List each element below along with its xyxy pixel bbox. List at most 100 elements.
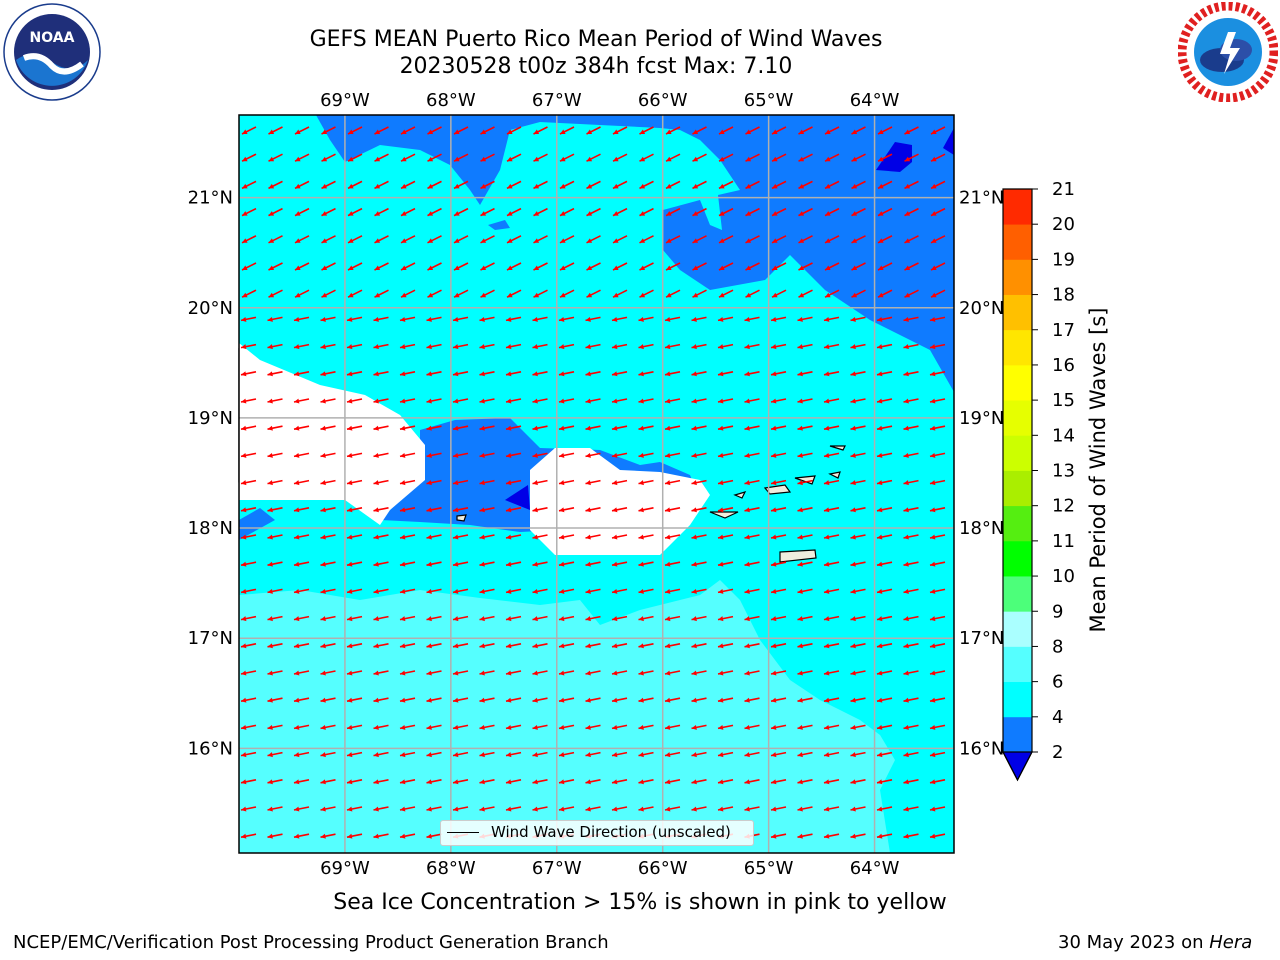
wave-direction-arrowhead <box>798 292 805 298</box>
wave-direction-arrowhead <box>506 779 512 785</box>
wave-direction-arrowhead <box>665 643 671 649</box>
colorbar-tick-label: 17 <box>1052 320 1075 341</box>
wave-direction-arrowhead <box>665 452 671 458</box>
wave-direction-arrowhead <box>692 156 699 162</box>
wave-direction-arrowhead <box>479 507 485 513</box>
wave-direction-arrowhead <box>771 507 777 513</box>
wave-direction-arrowhead <box>931 129 937 134</box>
wave-direction-arrowhead <box>586 265 593 270</box>
wave-direction-arrowhead <box>878 183 884 189</box>
wave-direction-arrowhead <box>612 752 618 758</box>
wave-direction-arrowhead <box>426 806 432 812</box>
wave-direction-arrowhead <box>771 452 777 458</box>
lon-tick-label-bottom: 67°W <box>532 858 582 879</box>
legend-line-swatch <box>447 832 479 833</box>
colorbar-tick-label: 20 <box>1052 214 1075 235</box>
colorbar-segment <box>1003 364 1032 401</box>
wave-direction-arrowhead <box>772 292 778 298</box>
wave-direction-arrowhead <box>294 561 300 567</box>
wave-direction-arrowhead <box>585 561 591 567</box>
wave-direction-arrowhead <box>373 643 379 649</box>
wave-direction-arrowhead <box>877 752 883 758</box>
wave-direction-arrowhead <box>400 561 406 567</box>
wave-direction-arrowhead <box>904 129 911 134</box>
wave-direction-arrowhead <box>691 398 697 404</box>
wave-direction-arrowhead <box>718 316 724 322</box>
noaa-logo: NOAA <box>3 3 101 101</box>
wave-direction-arrowhead <box>878 238 884 243</box>
wave-direction-arrowhead <box>400 371 406 377</box>
wave-direction-arrowhead <box>903 697 909 703</box>
footer-date: 30 May 2023 on Hera <box>1058 932 1252 953</box>
wave-direction-arrowhead <box>771 371 777 377</box>
wave-direction-arrowhead <box>772 265 778 270</box>
wave-direction-arrowhead <box>479 697 485 703</box>
wave-direction-arrowhead <box>294 752 300 758</box>
wave-direction-arrowhead <box>665 344 671 350</box>
wave-direction-arrowhead <box>268 265 275 270</box>
wave-direction-arrowhead <box>374 129 381 134</box>
wave-direction-arrowhead <box>506 398 512 404</box>
wave-direction-arrowhead <box>241 425 247 431</box>
wave-direction-arrowhead <box>612 643 618 649</box>
wave-direction-arrowhead <box>930 561 936 567</box>
wave-direction-arrowhead <box>374 183 381 189</box>
wave-direction-arrowhead <box>585 425 591 431</box>
wave-direction-arrowhead <box>426 643 432 649</box>
wave-direction-arrowhead <box>453 507 459 513</box>
wave-direction-arrowhead <box>771 779 777 785</box>
wave-direction-arrowhead <box>348 292 354 298</box>
wave-direction-arrowhead <box>612 480 618 486</box>
nws-logo <box>1178 2 1278 102</box>
wave-direction-arrowhead <box>559 534 565 540</box>
colorbar-segment <box>1003 470 1032 507</box>
wave-direction-arrowhead <box>665 371 671 377</box>
wave-direction-arrowhead <box>613 238 619 243</box>
wave-direction-arrowhead <box>665 398 671 404</box>
wave-direction-arrowhead <box>373 670 379 676</box>
wave-direction-arrowhead <box>797 344 803 350</box>
wave-direction-arrowhead <box>401 292 407 298</box>
wave-direction-arrowhead <box>930 344 936 350</box>
wave-direction-arrowhead <box>373 344 379 350</box>
wave-direction-arrowhead <box>241 344 247 350</box>
wave-direction-arrowhead <box>612 507 618 513</box>
wave-direction-arrowhead <box>373 371 379 377</box>
wave-direction-arrowhead <box>426 452 432 458</box>
wave-direction-arrowhead <box>321 238 328 243</box>
wave-direction-arrowhead <box>744 316 750 322</box>
lat-tick-label-left: 18°N <box>188 518 233 539</box>
wave-direction-arrowhead <box>930 398 936 404</box>
wave-direction-arrowhead <box>426 425 432 431</box>
wave-direction-arrowhead <box>267 534 273 540</box>
wave-direction-arrowhead <box>426 561 432 567</box>
wave-direction-arrowhead <box>241 371 247 377</box>
wave-direction-arrowhead <box>585 616 591 622</box>
wave-direction-arrowhead <box>267 833 273 839</box>
wave-direction-arrowhead <box>559 752 565 758</box>
wave-direction-arrowhead <box>585 316 591 322</box>
wave-direction-arrowhead <box>824 480 830 486</box>
lon-tick-label-bottom: 66°W <box>638 858 688 879</box>
wave-direction-arrowhead <box>453 724 459 730</box>
wave-direction-arrowhead <box>506 643 512 649</box>
wave-direction-arrowhead <box>347 534 353 540</box>
wave-direction-arrowhead <box>719 183 725 189</box>
wave-direction-arrowhead <box>772 183 778 189</box>
wave-direction-arrowhead <box>532 425 538 431</box>
wave-direction-arrowhead <box>771 833 777 839</box>
wave-direction-arrowhead <box>267 643 273 649</box>
wave-direction-arrowhead <box>506 534 512 540</box>
wave-direction-arrowhead <box>347 452 353 458</box>
wave-direction-arrowhead <box>797 452 803 458</box>
colorbar-segment <box>1003 259 1032 295</box>
wave-direction-arrowhead <box>585 724 591 730</box>
colorbar-segment <box>1003 505 1032 542</box>
wave-direction-arrowhead <box>479 806 485 812</box>
wave-direction-arrowhead <box>506 806 512 812</box>
lon-tick-label-bottom: 69°W <box>320 858 370 879</box>
wave-direction-arrowhead <box>666 156 672 162</box>
wave-direction-arrowhead <box>532 616 538 622</box>
wave-direction-arrowhead <box>718 643 724 649</box>
wave-direction-arrowhead <box>507 238 513 243</box>
